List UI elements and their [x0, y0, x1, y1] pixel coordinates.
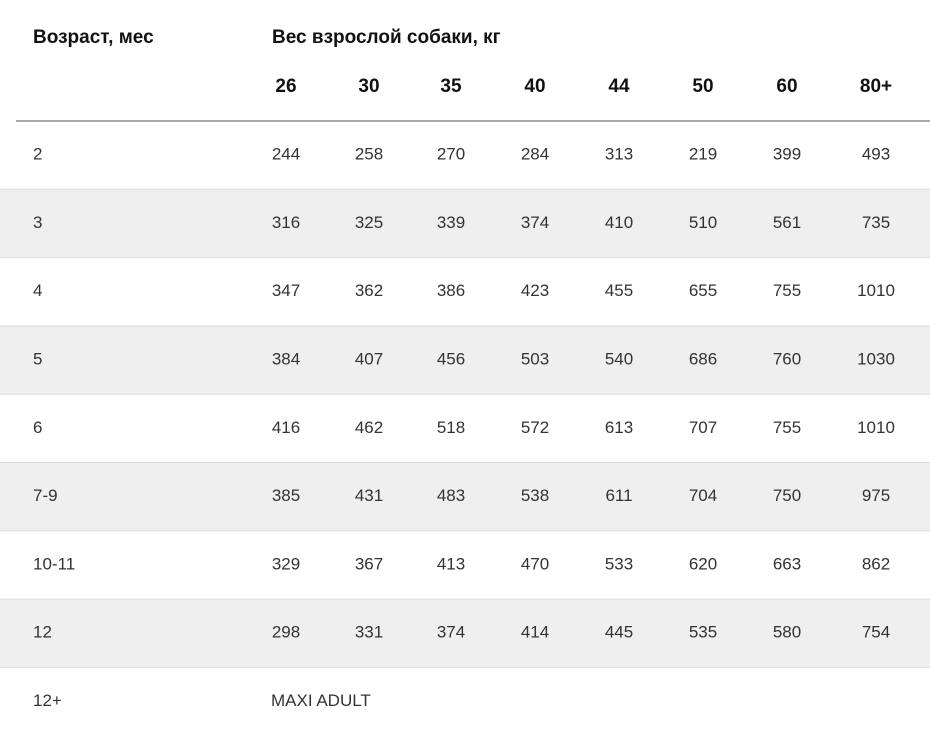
value-cell: 284: [521, 145, 549, 164]
age-cell: 12+: [33, 691, 62, 710]
weight-column-header: 30: [358, 76, 379, 97]
age-cell: 4: [33, 281, 42, 300]
value-cell: 760: [773, 350, 801, 369]
value-cell: 374: [437, 623, 465, 642]
weight-column-header: 35: [440, 76, 462, 97]
value-cell: 414: [521, 623, 549, 642]
value-cell: 754: [862, 623, 890, 642]
value-cell: 270: [437, 145, 465, 164]
row-background: [0, 462, 930, 531]
value-cell: 518: [437, 418, 465, 437]
age-cell: 2: [33, 145, 42, 164]
value-cell: 580: [773, 623, 801, 642]
age-cell: 12: [33, 623, 52, 642]
value-cell: 423: [521, 281, 549, 300]
value-cell: 510: [689, 213, 717, 232]
value-cell: 704: [689, 486, 717, 505]
age-cell: 10-11: [33, 554, 75, 573]
value-cell: 655: [689, 281, 717, 300]
value-cell: 339: [437, 213, 465, 232]
row-background: [0, 599, 930, 668]
value-cell: 329: [272, 554, 300, 573]
value-cell: 219: [689, 145, 717, 164]
value-cell: 1010: [857, 418, 895, 437]
value-cell: 331: [355, 623, 383, 642]
row-background: [0, 189, 930, 258]
weight-column-header: 44: [608, 76, 630, 97]
value-cell: 384: [272, 350, 300, 369]
value-cell: 862: [862, 554, 890, 573]
row-background: [0, 325, 930, 395]
value-cell: 493: [862, 145, 890, 164]
value-cell: 1030: [857, 350, 895, 369]
value-cell: 410: [605, 213, 633, 232]
value-cell: 316: [272, 213, 300, 232]
value-cell: 416: [272, 418, 300, 437]
value-cell: 755: [773, 418, 801, 437]
value-cell: 456: [437, 350, 465, 369]
value-cell: 470: [521, 554, 549, 573]
value-cell: 483: [437, 486, 465, 505]
value-cell: 1010: [857, 281, 895, 300]
value-cell: 620: [689, 554, 717, 573]
value-cell: 975: [862, 486, 890, 505]
note-cell: MAXI ADULT: [271, 691, 371, 710]
value-cell: 244: [272, 145, 300, 164]
age-cell: 5: [33, 350, 42, 369]
value-cell: 399: [773, 145, 801, 164]
value-cell: 313: [605, 145, 633, 164]
value-cell: 347: [272, 281, 300, 300]
value-cell: 707: [689, 418, 717, 437]
value-cell: 431: [355, 486, 383, 505]
value-cell: 755: [773, 281, 801, 300]
value-cell: 445: [605, 623, 633, 642]
value-cell: 362: [355, 281, 383, 300]
value-cell: 407: [355, 350, 383, 369]
weight-column-header: 26: [275, 76, 296, 97]
value-cell: 561: [773, 213, 801, 232]
age-cell: 7-9: [33, 486, 58, 505]
value-cell: 535: [689, 623, 717, 642]
value-cell: 413: [437, 554, 465, 573]
value-cell: 611: [605, 486, 632, 505]
age-cell: 6: [33, 418, 42, 437]
value-cell: 325: [355, 213, 383, 232]
value-cell: 572: [521, 418, 549, 437]
weight-column-header: 50: [692, 76, 713, 97]
value-cell: 298: [272, 623, 300, 642]
value-cell: 462: [355, 418, 383, 437]
value-cell: 385: [272, 486, 300, 505]
value-cell: 735: [862, 213, 890, 232]
value-cell: 663: [773, 554, 801, 573]
value-cell: 613: [605, 418, 633, 437]
value-cell: 386: [437, 281, 465, 300]
value-cell: 686: [689, 350, 717, 369]
weight-column-header: 40: [524, 76, 545, 97]
value-cell: 538: [521, 486, 549, 505]
weight-column-header: 80+: [860, 76, 892, 97]
value-cell: 533: [605, 554, 633, 573]
value-cell: 367: [355, 554, 383, 573]
value-cell: 503: [521, 350, 549, 369]
age-header: Возраст, мес: [33, 27, 154, 48]
value-cell: 540: [605, 350, 633, 369]
value-cell: 455: [605, 281, 633, 300]
value-cell: 374: [521, 213, 549, 232]
value-cell: 258: [355, 145, 383, 164]
weight-column-header: 60: [776, 76, 797, 97]
weight-header: Вес взрослой собаки, кг: [272, 27, 501, 48]
value-cell: 750: [773, 486, 801, 505]
age-cell: 3: [33, 213, 42, 232]
